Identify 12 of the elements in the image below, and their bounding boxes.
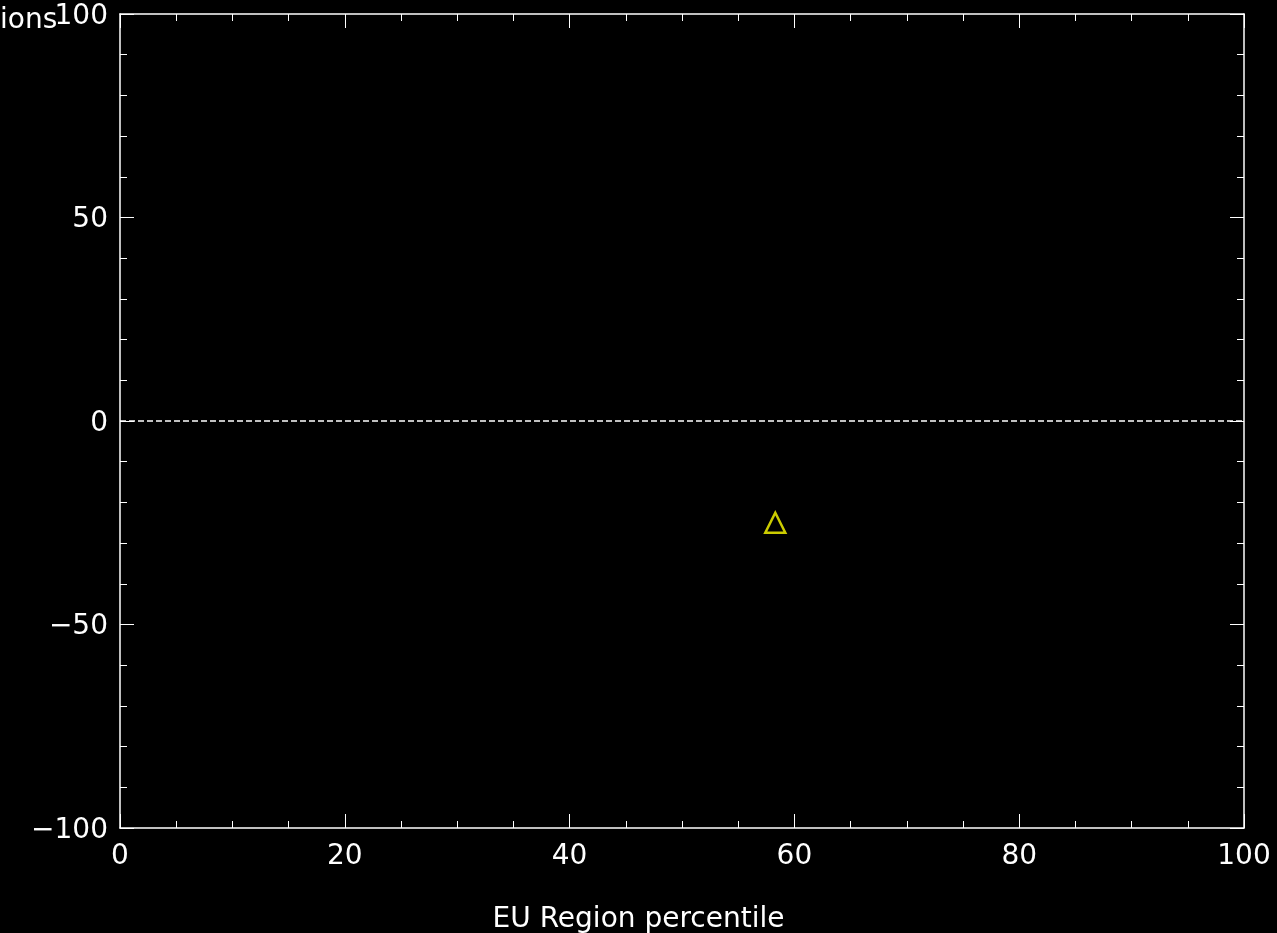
x-tick-label: 20 (326, 837, 363, 871)
x-tick-label: 100 (1217, 837, 1271, 871)
y-tick-label: −100 (31, 811, 108, 845)
y-tick-label: 0 (90, 404, 108, 438)
y-tick-label: −50 (48, 608, 108, 641)
x-axis-title: EU Region percentile (492, 900, 785, 933)
y-axis-title: ions (0, 1, 58, 35)
x-tick-label: 40 (551, 837, 588, 871)
x-tick-label: 0 (111, 837, 129, 871)
x-tick-label: 60 (776, 837, 813, 871)
x-tick-label: 80 (1001, 837, 1038, 871)
y-tick-label: 50 (72, 201, 108, 234)
